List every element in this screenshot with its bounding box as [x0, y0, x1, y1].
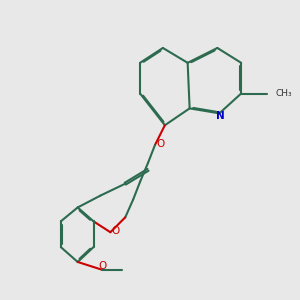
Text: CH₃: CH₃: [276, 89, 292, 98]
Text: O: O: [156, 139, 164, 148]
Text: O: O: [112, 226, 120, 236]
Text: N: N: [217, 111, 225, 121]
Text: O: O: [98, 261, 106, 271]
